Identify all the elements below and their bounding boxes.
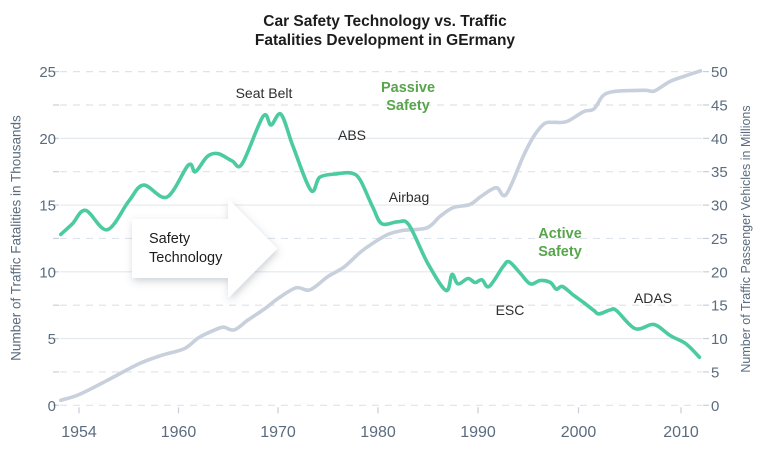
tick-labels: 0 5 10 15 20 25 0 5 10 15 20 25 30 35 40 45 50 1954 1960 19…: [39, 64, 727, 441]
chart-title-line1: Car Safety Technology vs. Traffic: [263, 13, 507, 30]
right-axis-tick-label: 40: [711, 131, 728, 148]
annotation-active-safety: Safety: [538, 244, 582, 260]
left-axis-tick-label: 5: [48, 331, 56, 348]
arrow-shape: [132, 200, 277, 297]
x-axis-tick-label: 1970: [260, 424, 296, 441]
right-axis-tick-label: 0: [711, 398, 719, 415]
arrow-label-line2: Technology: [149, 250, 223, 266]
x-axis-tick-label: 1960: [161, 424, 197, 441]
right-axis-tick-label: 30: [711, 198, 728, 215]
left-axis-tick-label: 10: [39, 264, 56, 281]
fatalities-line: [58, 111, 702, 359]
annotation-seat-belt: Seat Belt: [236, 85, 293, 101]
chart-title: Car Safety Technology vs. Traffic Fatali…: [0, 12, 770, 50]
annotation-airbag: Airbag: [389, 189, 429, 205]
annotation-esc: ESC: [496, 302, 525, 318]
x-axis-tick-label: 1954: [61, 424, 97, 441]
x-axis-tick-label: 1990: [460, 424, 496, 441]
right-axis-tick-label: 50: [711, 64, 728, 81]
right-axis-tick-label: 25: [711, 231, 728, 248]
x-axis-tick-label: 2010: [663, 424, 699, 441]
tick-marks: [53, 70, 709, 414]
right-axis-tick-label: 15: [711, 298, 728, 315]
right-axis-tick-label: 35: [711, 164, 728, 181]
chart-title-line2: Fatalities Development in GErmany: [254, 32, 516, 49]
right-axis-tick-label: 10: [711, 331, 728, 348]
annotation-active-safety: Active: [538, 226, 582, 242]
right-axis-tick-label: 5: [711, 364, 719, 381]
left-axis-tick-label: 0: [48, 398, 56, 415]
safety-technology-arrow: Safety Technology: [132, 200, 277, 297]
annotation-abs: ABS: [338, 127, 366, 143]
arrow-label-line1: Safety: [149, 231, 191, 247]
right-axis-tick-label: 45: [711, 97, 728, 114]
left-axis-tick-label: 15: [39, 198, 56, 215]
x-axis-tick-label: 1980: [360, 424, 396, 441]
right-axis-tick-label: 20: [711, 264, 728, 281]
left-axis-tick-label: 25: [39, 64, 56, 81]
vehicles-line: [58, 69, 703, 403]
left-axis-tick-label: 20: [39, 131, 56, 148]
annotation-adas: ADAS: [634, 290, 672, 306]
annotation-passive-safety: Passive: [381, 80, 435, 96]
x-axis-tick-label: 2000: [561, 424, 597, 441]
annotation-passive-safety: Safety: [386, 98, 430, 114]
